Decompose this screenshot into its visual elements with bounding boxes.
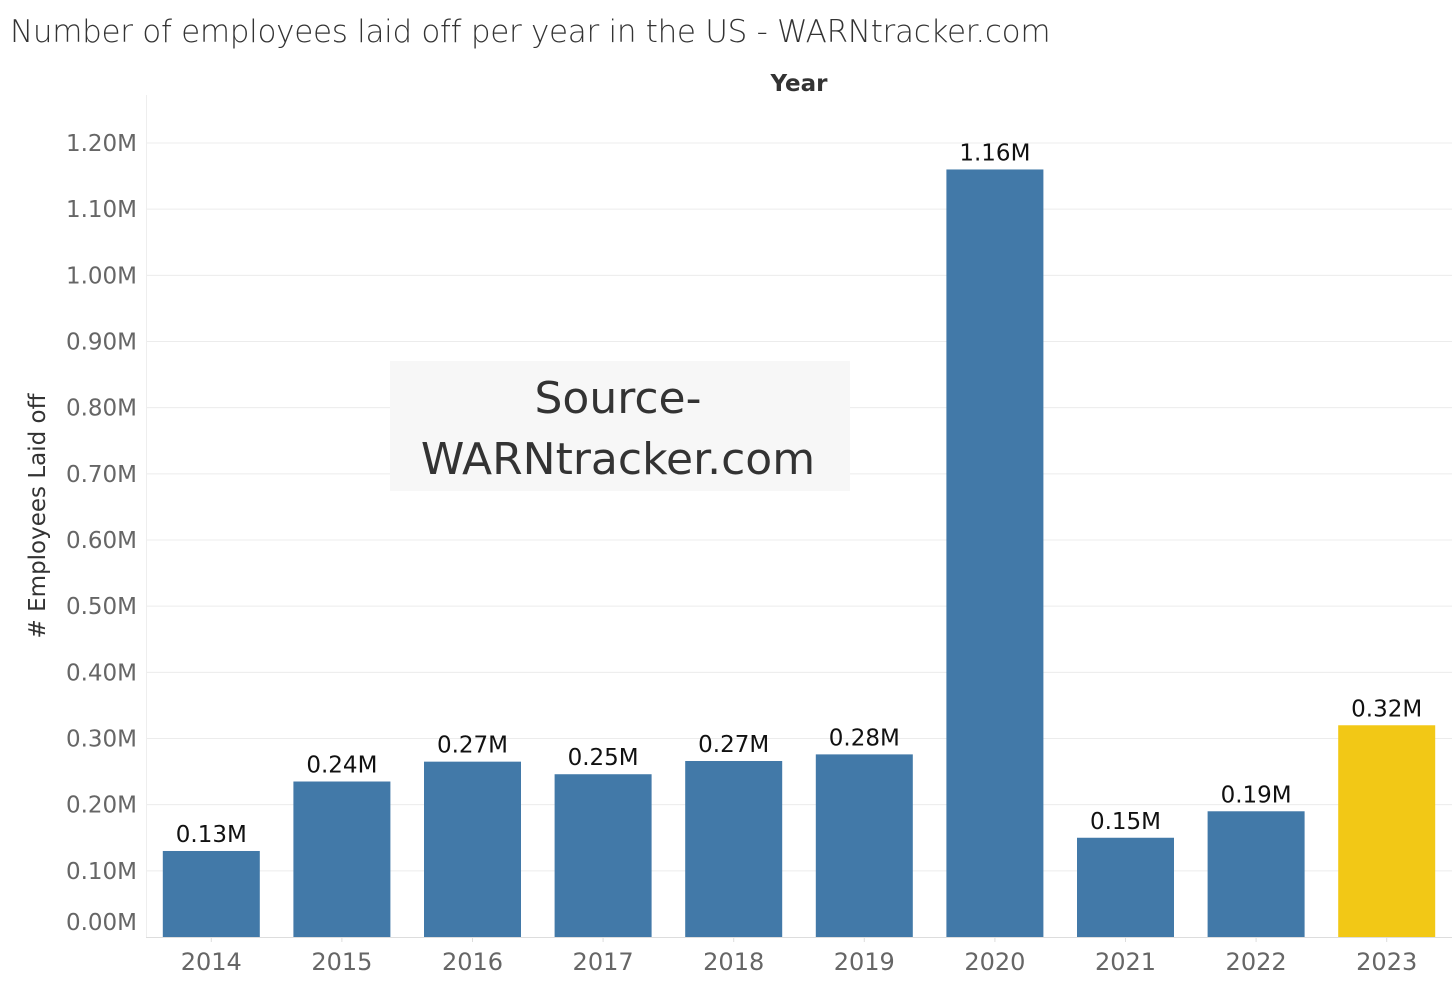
x-tick-label-2014: 2014 (181, 948, 242, 976)
y-tick-label: 0.80M (66, 396, 137, 422)
bar-2016 (424, 761, 521, 937)
y-tick-label: 0.70M (66, 462, 137, 488)
data-label-2021: 0.15M (1090, 809, 1161, 835)
y-tick-label: 0.40M (66, 660, 137, 686)
data-label-2023: 0.32M (1351, 696, 1422, 722)
y-tick-label: 0.10M (66, 859, 137, 885)
y-tick-label: 0.20M (66, 793, 137, 819)
bar-2022 (1207, 811, 1305, 937)
x-tick-label-2015: 2015 (311, 948, 372, 976)
chart-title: Number of employees laid off per year in… (10, 14, 1051, 50)
x-tick-label-2016: 2016 (442, 948, 503, 976)
data-labels: 0.13M 0.24M 0.27M 0.25M 0.27M 0.28M 1.16M 0.15M… (176, 140, 1422, 848)
bar-2018 (685, 760, 783, 937)
data-label-2018: 0.27M (698, 732, 769, 758)
x-tick-label-2019: 2019 (834, 948, 895, 976)
data-label-2015: 0.24M (306, 753, 377, 779)
x-tick-label-2020: 2020 (964, 948, 1025, 976)
x-tick-label-2018: 2018 (703, 948, 764, 976)
watermark-box (390, 361, 850, 491)
y-tick-label: 1.20M (66, 131, 137, 157)
y-tick-label: 0.50M (66, 594, 137, 620)
bars (162, 169, 1436, 937)
bar-2014 (162, 850, 260, 937)
x-tick-label-2017: 2017 (573, 948, 634, 976)
data-label-2017: 0.25M (568, 745, 639, 771)
x-tick-label-2021: 2021 (1095, 948, 1156, 976)
watermark-line-2: WARNtracker.com (421, 434, 815, 485)
bar-2017 (554, 774, 652, 937)
bar-2019 (815, 754, 913, 937)
y-tick-label: 0.90M (66, 330, 137, 356)
y-tick-label: 0.00M (66, 910, 137, 936)
data-label-2022: 0.19M (1221, 782, 1292, 808)
x-axis-title: Year (769, 71, 828, 97)
data-label-2020: 1.16M (959, 140, 1030, 166)
bar-2023 (1338, 725, 1436, 937)
bar-2015 (293, 781, 391, 937)
watermark-line-1: Source- (535, 373, 702, 424)
data-label-2014: 0.13M (176, 822, 247, 848)
y-axis-title: # Employees Laid off (25, 392, 51, 638)
y-tick-label: 0.30M (66, 727, 137, 753)
gridlines (146, 95, 1452, 938)
y-tick-label: 1.00M (66, 263, 137, 289)
y-axis: 0.00M 0.10M 0.20M 0.30M 0.40M 0.50M 0.60M 0.70M… (66, 131, 137, 936)
y-tick-label: 0.60M (66, 528, 137, 554)
bar-2020 (946, 169, 1044, 937)
x-tick-label-2022: 2022 (1226, 948, 1287, 976)
x-axis: 2014 2015 2016 2017 2018 2019 2020 2021 2022 2023 (181, 937, 1417, 976)
x-tick-label-2023: 2023 (1356, 948, 1417, 976)
y-tick-label: 1.10M (66, 197, 137, 223)
data-label-2019: 0.28M (829, 725, 900, 751)
watermark: Source- WARNtracker.com (390, 361, 850, 491)
bar-2021 (1077, 837, 1174, 937)
data-label-2016: 0.27M (437, 733, 508, 759)
